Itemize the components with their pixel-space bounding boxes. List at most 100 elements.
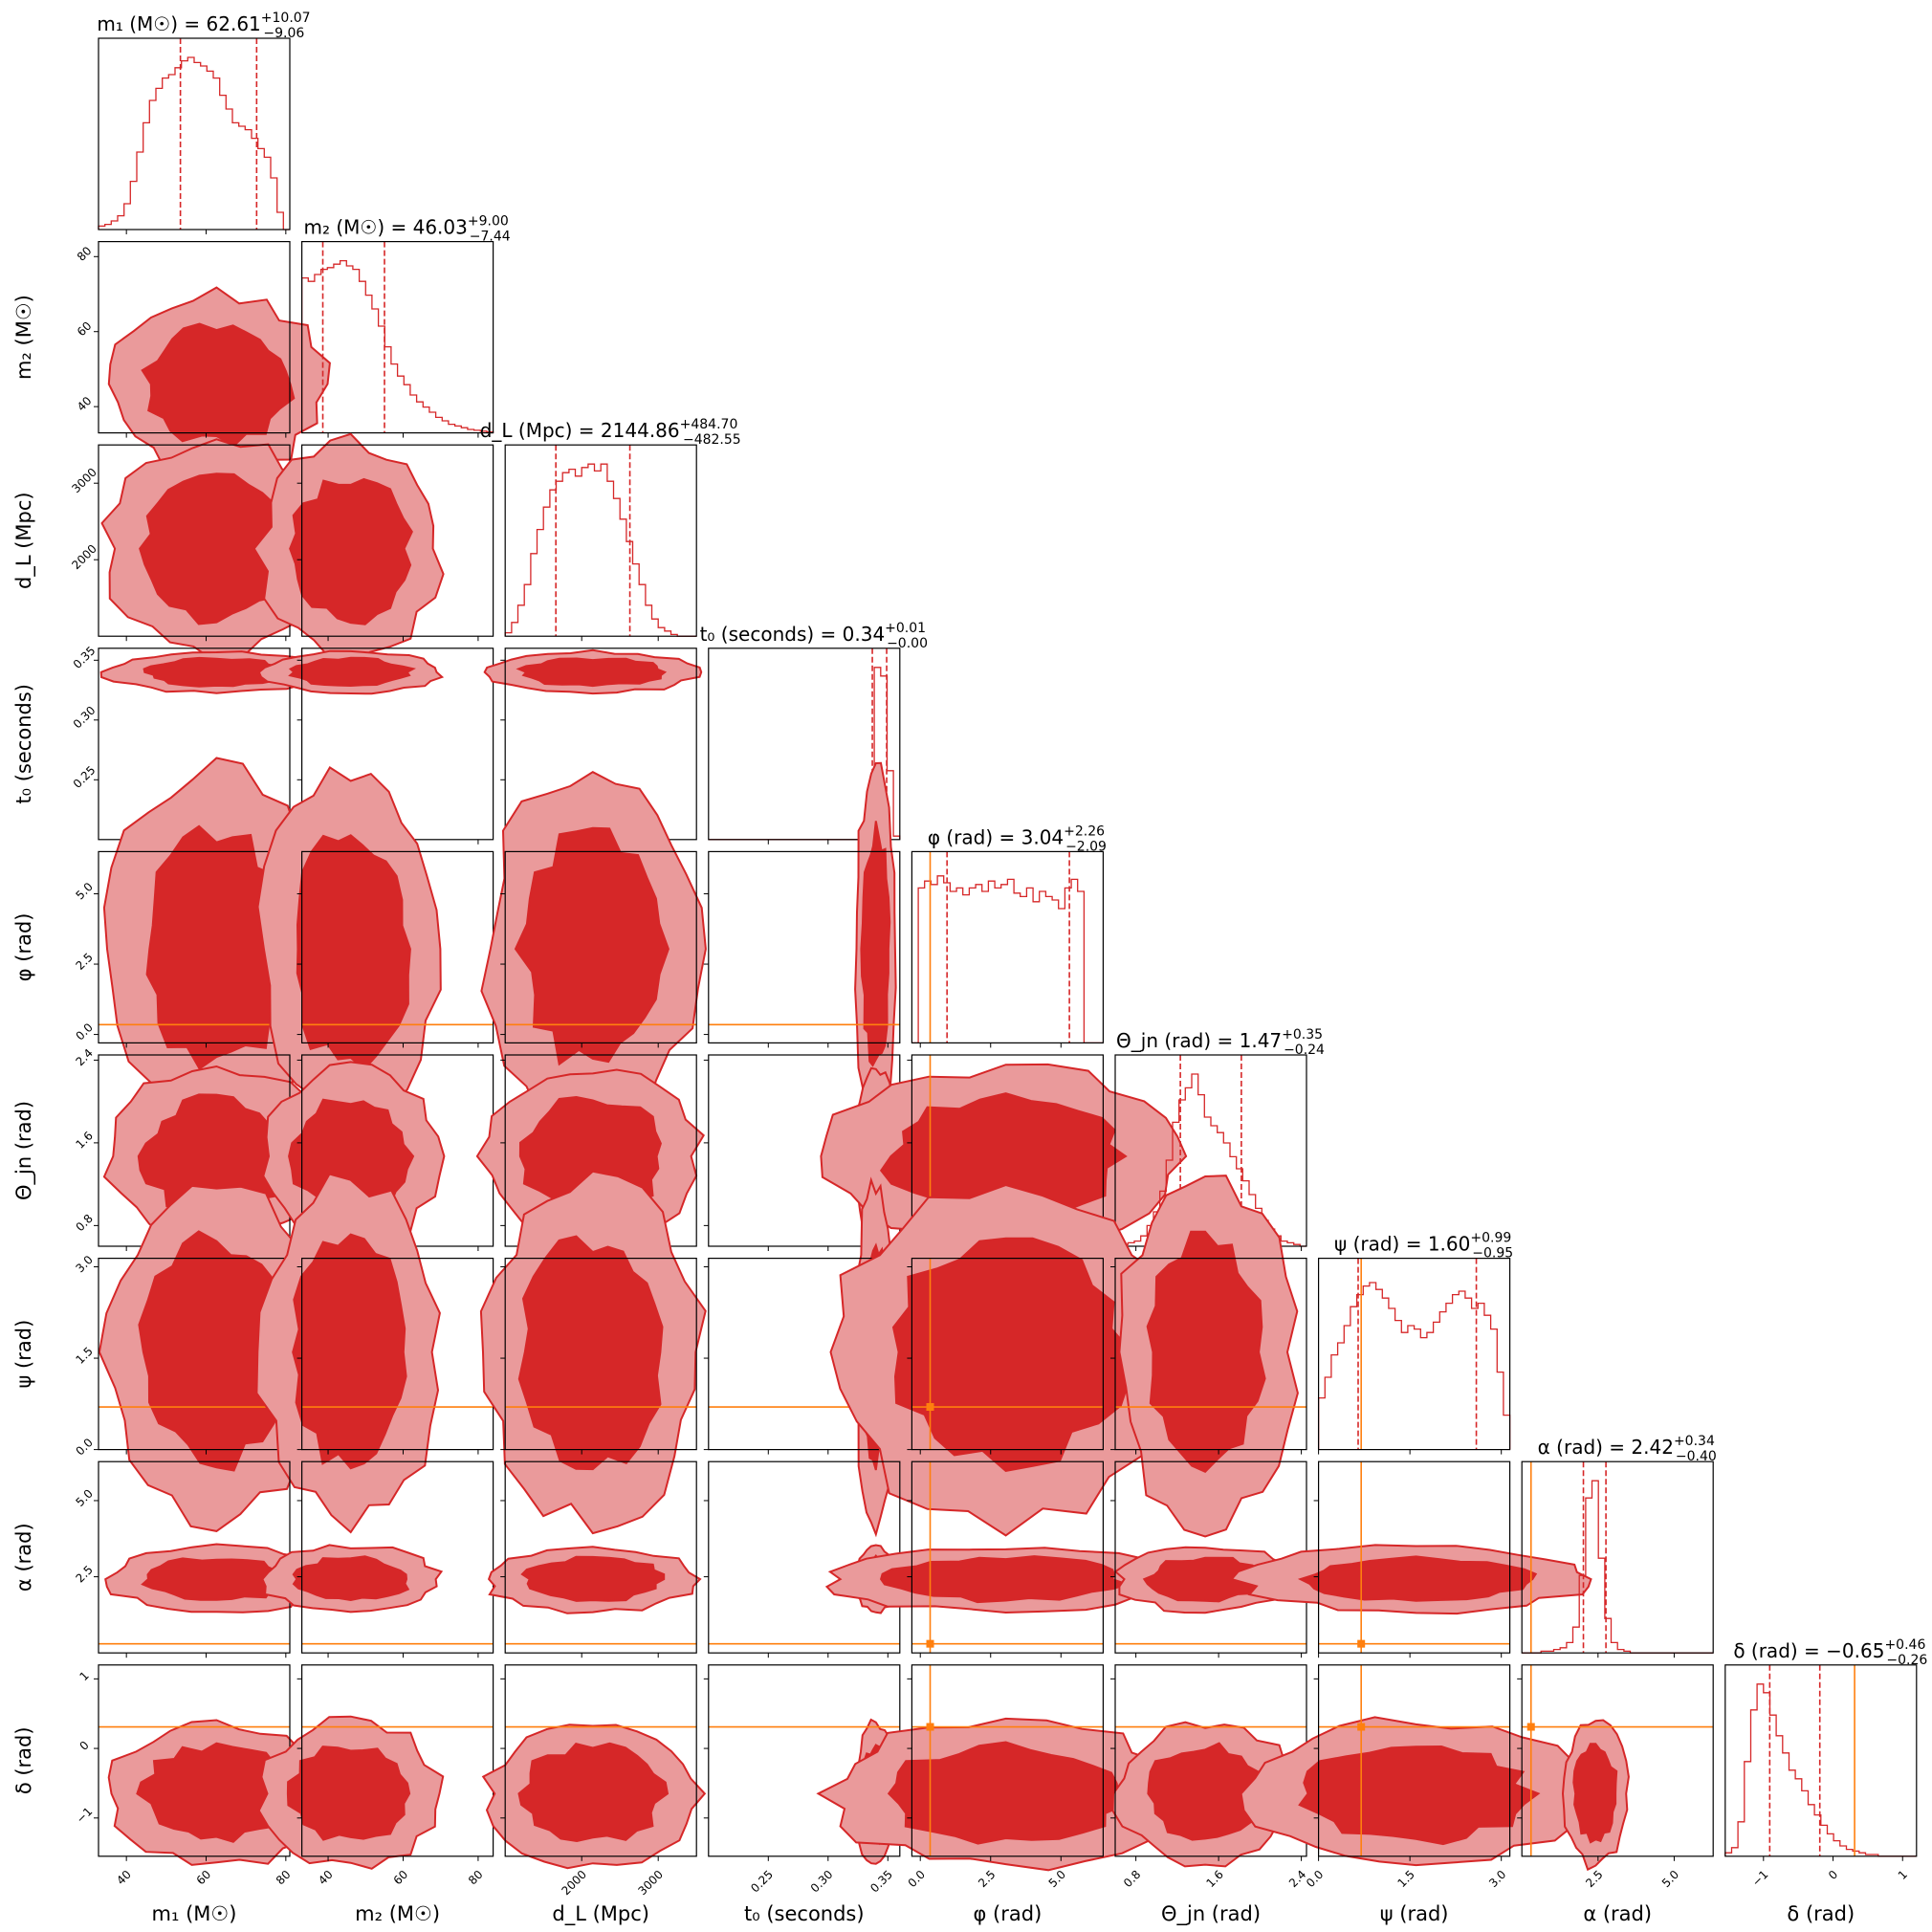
panel-frame	[504, 1664, 697, 1857]
y-tick-label: 0.0	[73, 1436, 95, 1458]
x-tick-label: 1.6	[1203, 1868, 1225, 1890]
panel-frame	[911, 850, 1105, 1044]
panel-frame	[911, 1460, 1105, 1654]
x-tick-label: 0.30	[808, 1868, 836, 1896]
x-axis-label-psi: ψ (rad)	[1380, 1902, 1449, 1925]
panel-frame	[708, 850, 901, 1044]
y-tick-label: 1.6	[73, 1129, 95, 1151]
contour-inner	[1297, 1555, 1538, 1602]
title-text: ψ (rad) = 1.60	[1334, 1233, 1470, 1256]
title-text: m₁ (M☉) = 62.61	[97, 12, 260, 35]
title-text: Θ_jn (rad) = 1.47	[1116, 1029, 1282, 1052]
title-text: t₀ (seconds) = 0.34	[700, 623, 886, 646]
panel-frame	[301, 1460, 494, 1654]
histogram-phi	[911, 875, 1104, 1044]
truth-marker	[926, 1723, 934, 1731]
contour-inner	[289, 477, 413, 626]
contour-inner	[296, 834, 411, 1071]
x-axis-label-dL: d_L (Mpc)	[552, 1902, 649, 1926]
title-minus: −0.24	[1284, 1043, 1325, 1058]
title-minus: −7.44	[470, 230, 511, 245]
y-axis-label-dL: d_L (Mpc)	[12, 492, 36, 589]
panel-m2-dL	[252, 432, 494, 665]
panel-m2-phi	[256, 765, 494, 1126]
histogram-m2	[300, 259, 494, 433]
truth-marker	[1526, 1723, 1535, 1731]
contour-inner	[517, 1742, 670, 1843]
title-minus: −0.40	[1676, 1449, 1717, 1464]
y-tick-label: 0	[77, 1739, 92, 1753]
x-tick-label: 1.5	[1395, 1868, 1417, 1890]
y-axis-label-t0: t₀ (seconds)	[12, 684, 35, 804]
panel-title-m1: m₁ (M☉) = 62.61+10.07 −9.06	[97, 11, 310, 41]
panel-title-phi: φ (rad) = 3.04+2.26 −2.09	[928, 823, 1107, 854]
contour-inner	[136, 1742, 286, 1843]
panel-frame	[504, 850, 697, 1044]
panel-m1-psi: 0.0 1.5 3.0	[73, 1184, 333, 1532]
y-tick-label: 0.30	[71, 704, 99, 732]
panel-phi-theta_jn	[820, 1054, 1188, 1251]
panel-m1-m2: 40 60 80	[75, 241, 331, 472]
y-tick-label: 80	[75, 244, 95, 264]
x-tick-label: 0	[1826, 1868, 1840, 1882]
x-tick-label: 0.0	[906, 1868, 928, 1890]
panel-dL-delta: 2000 3000	[481, 1664, 707, 1898]
y-tick-label: 2.4	[73, 1046, 95, 1068]
panel-frame	[1317, 1257, 1511, 1451]
title-minus: −9.06	[263, 26, 304, 41]
contour-inner	[141, 322, 296, 448]
title-plus: +9.00	[468, 214, 509, 230]
x-axis-label-theta_jn: Θ_jn (rad)	[1161, 1902, 1261, 1926]
title-minus: −0.26	[1886, 1653, 1927, 1668]
x-axis-label-phi: φ (rad)	[974, 1902, 1043, 1925]
x-tick-label: 5.0	[1046, 1868, 1068, 1890]
x-tick-label: 40	[114, 1868, 134, 1888]
contour-inner	[288, 656, 417, 688]
panel-frame	[1317, 1664, 1511, 1857]
x-tick-label: 40	[316, 1868, 336, 1888]
panel-m2-t0	[257, 648, 494, 845]
x-tick-label: 1	[1896, 1868, 1910, 1882]
contour-inner	[1298, 1745, 1541, 1846]
truth-marker	[1357, 1723, 1366, 1731]
panel-frame	[1724, 1664, 1918, 1857]
contour-inner	[143, 656, 295, 688]
contour-inner	[141, 1557, 288, 1601]
y-tick-label: 2.5	[73, 951, 95, 973]
truth-marker	[926, 1639, 934, 1648]
title-plus: +10.07	[261, 11, 311, 26]
contour-inner	[891, 1237, 1133, 1472]
y-axis-label-delta: δ (rad)	[12, 1726, 35, 1794]
x-tick-label: 3000	[635, 1868, 665, 1898]
panel-frame	[301, 1664, 494, 1857]
title-minus: −482.55	[683, 432, 741, 448]
histogram-dL	[504, 463, 697, 637]
panel-frame	[708, 648, 901, 841]
panel-frame	[1317, 1460, 1511, 1654]
title-minus: −0.00	[887, 636, 928, 651]
title-text: α (rad) = 2.42	[1538, 1436, 1674, 1459]
x-tick-label: 2.5	[976, 1868, 998, 1890]
y-tick-label: 1.5	[73, 1345, 95, 1367]
panel-delta-delta: δ (rad) = −0.65+0.46 −0.26 −1 0 1	[1724, 1637, 1927, 1889]
panel-dL-t0	[483, 648, 703, 845]
panel-phi-delta: 0.0 2.5 5.0	[816, 1664, 1193, 1890]
y-axis-label-psi: ψ (rad)	[12, 1320, 35, 1389]
x-tick-label: 0.35	[867, 1868, 895, 1896]
title-text: δ (rad) = −0.65	[1733, 1639, 1884, 1662]
title-text: d_L (Mpc) = 2144.86	[480, 419, 680, 442]
contour-inner	[1572, 1743, 1618, 1844]
x-tick-label: 0.25	[748, 1868, 776, 1896]
panel-title-delta: δ (rad) = −0.65+0.46 −0.26	[1733, 1637, 1927, 1668]
title-text: m₂ (M☉) = 46.03	[303, 216, 467, 239]
panel-phi-alpha	[824, 1460, 1187, 1658]
contour-inner	[887, 1741, 1127, 1845]
panel-alpha-alpha: α (rad) = 2.42+0.34 −0.40	[1521, 1434, 1717, 1658]
title-plus: +2.26	[1064, 823, 1105, 839]
panel-frame	[911, 1664, 1105, 1857]
panel-frame	[98, 37, 291, 231]
x-axis-label-alpha: α (rad)	[1583, 1902, 1652, 1925]
x-tick-label: 0.8	[1121, 1868, 1143, 1890]
contour-inner	[880, 1555, 1131, 1604]
